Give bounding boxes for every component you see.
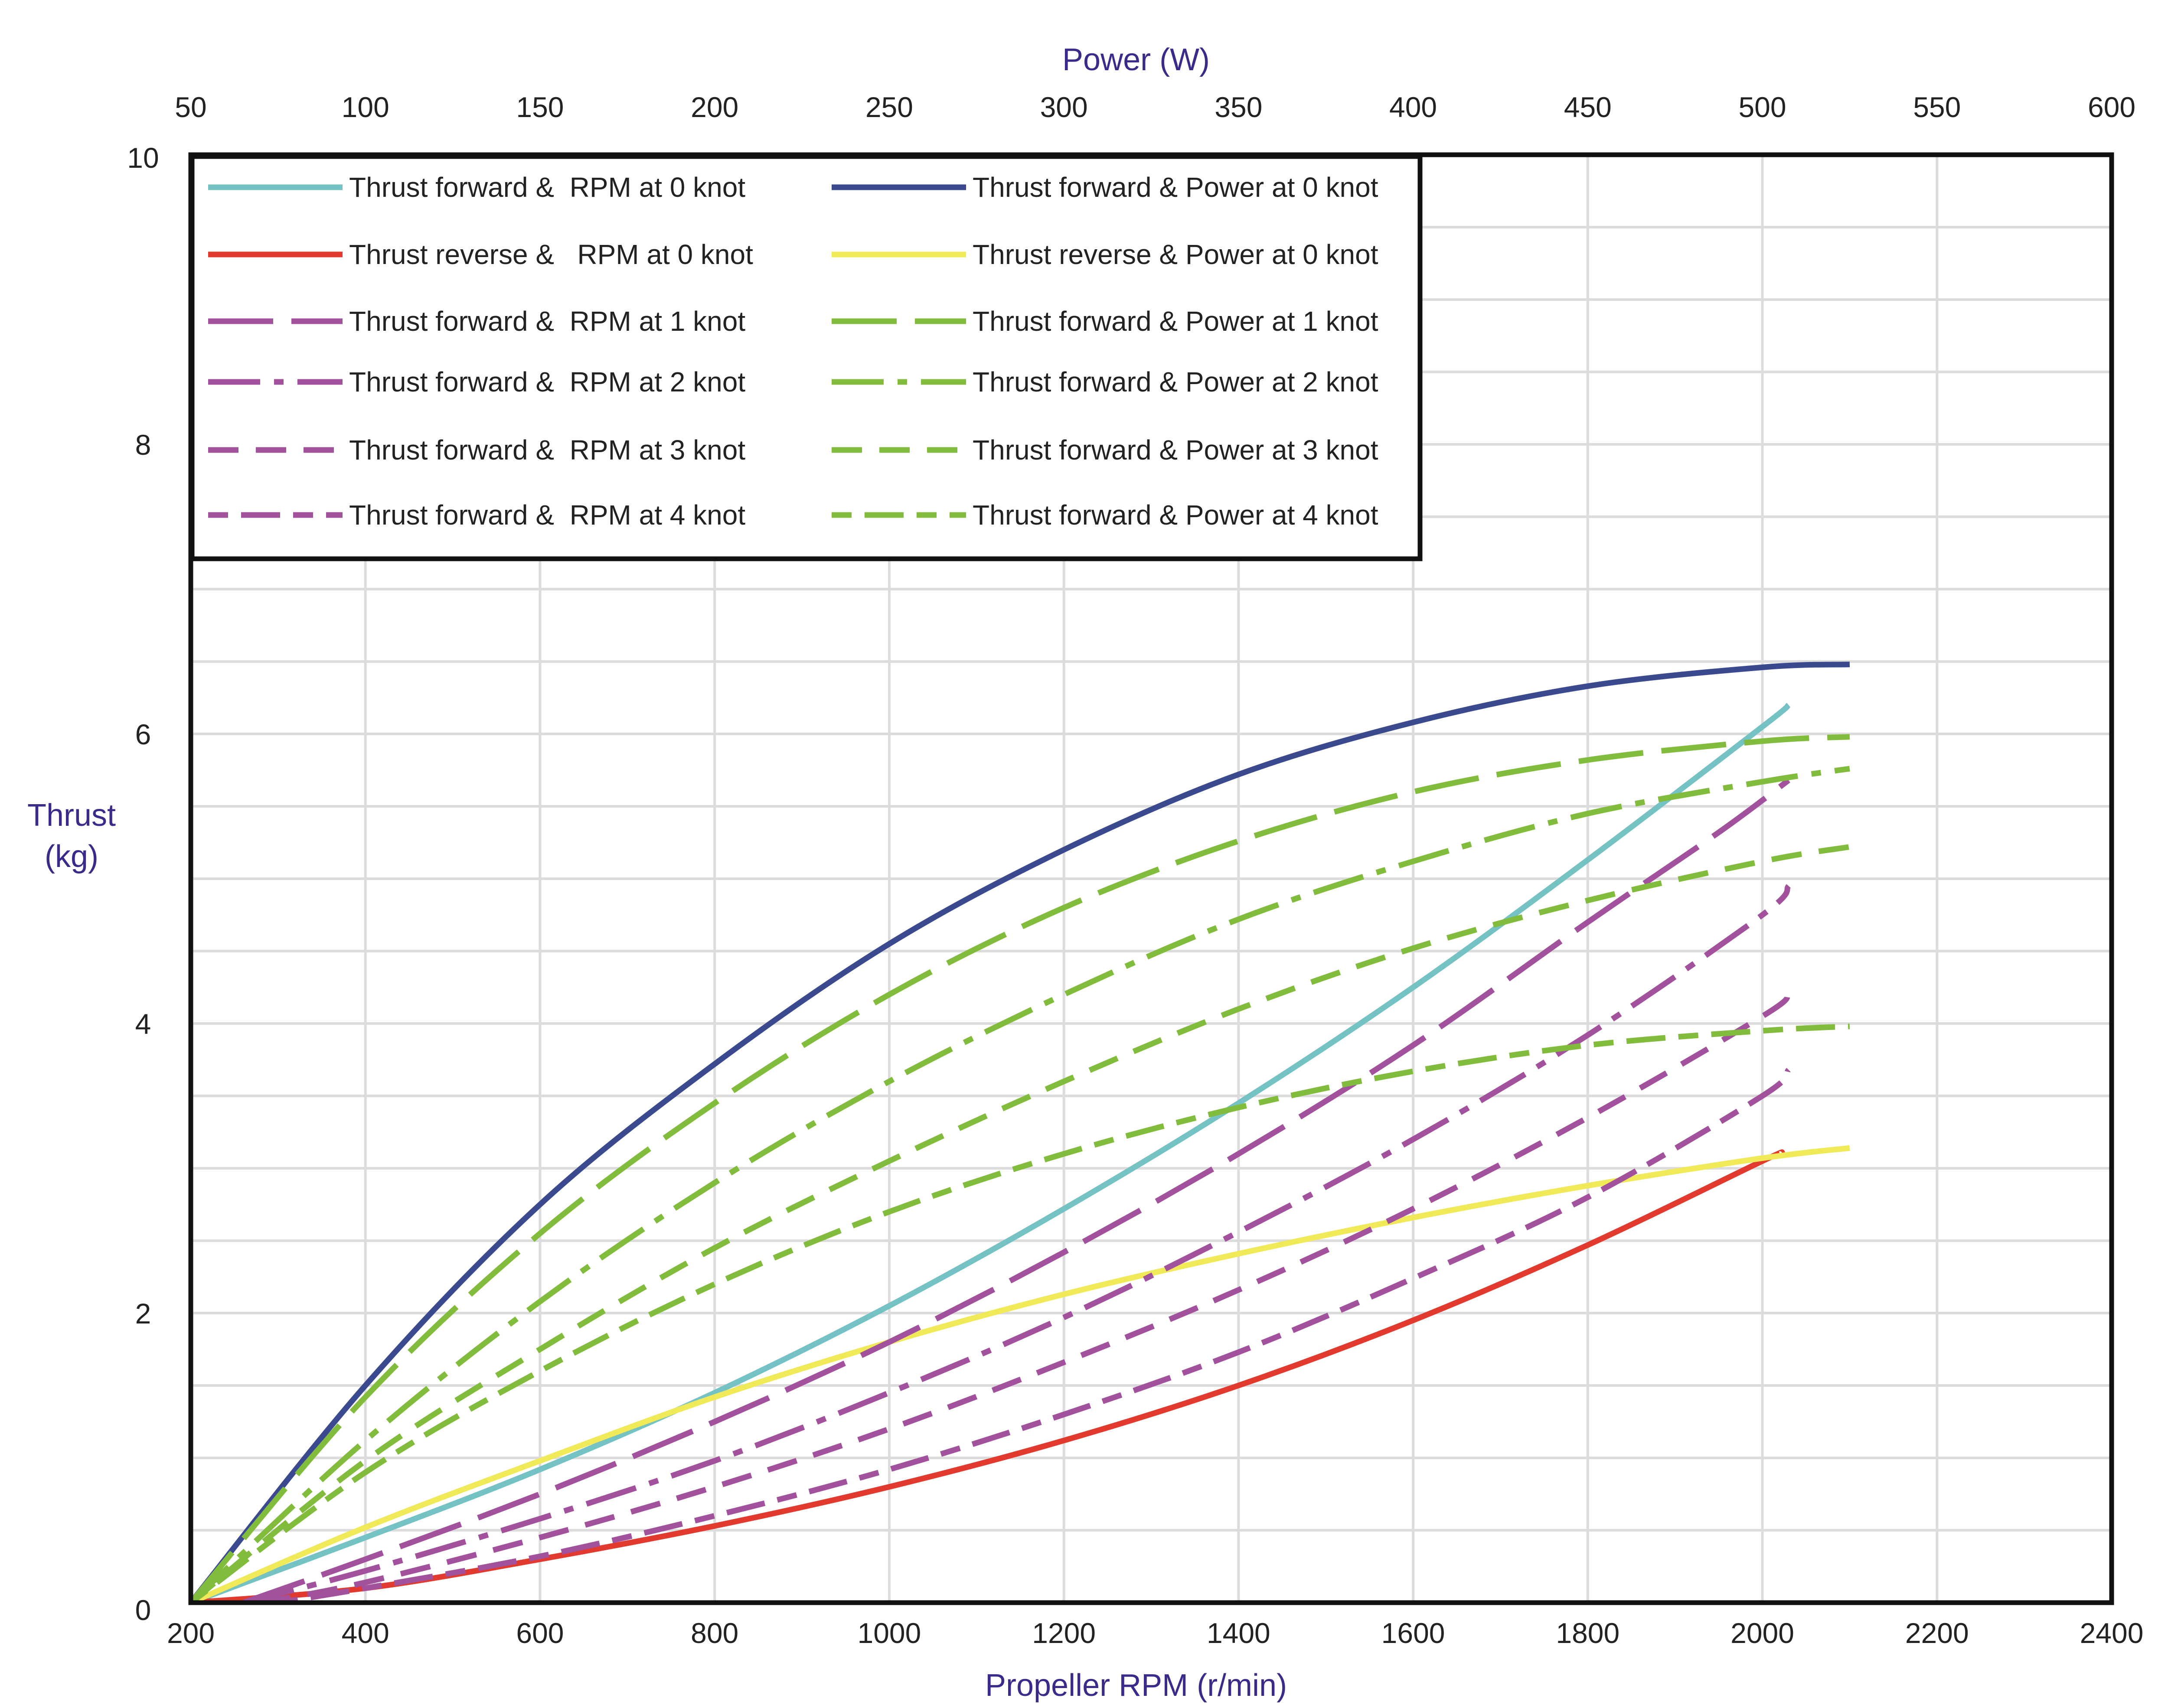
- series-line-9: [260, 992, 1791, 1603]
- legend-label: Thrust reverse & RPM at 0 knot: [349, 239, 753, 270]
- y-tick-label: 4: [135, 1008, 151, 1040]
- legend-label: Thrust forward & Power at 3 knot: [973, 434, 1378, 466]
- legend-label: Thrust forward & Power at 1 knot: [973, 306, 1378, 337]
- y-tick-label: 0: [135, 1594, 151, 1626]
- x-tick-label: 2200: [1905, 1617, 1969, 1649]
- series-line-3: [191, 1149, 1785, 1603]
- top-tick-label: 50: [175, 91, 206, 123]
- series-line-6: [191, 734, 1850, 1603]
- legend-label: Thrust forward & Power at 4 knot: [973, 499, 1378, 531]
- series-line-10: [191, 844, 1850, 1603]
- x-axis-ticks: 200 400 600 800 1000 1200 1400 1600 1800 2000 2200…: [167, 1617, 2143, 1649]
- x-tick-label: 800: [691, 1617, 738, 1649]
- top-tick-label: 200: [691, 91, 738, 123]
- top-tick-label: 600: [2088, 91, 2135, 123]
- x-axis-title: Propeller RPM (r/min): [985, 1668, 1287, 1703]
- legend: Thrust forward & RPM at 0 knot Thrust for…: [189, 154, 1423, 561]
- top-axis-title: Power (W): [1062, 42, 1210, 77]
- x-tick-label: 400: [342, 1617, 389, 1649]
- series-line-12: [191, 1023, 1850, 1603]
- legend-label: Thrust forward & RPM at 4 knot: [349, 499, 745, 531]
- x-tick-label: 1800: [1556, 1617, 1619, 1649]
- series-line-11: [278, 1068, 1791, 1603]
- x-tick-label: 1200: [1032, 1617, 1096, 1649]
- x-tick-label: 1400: [1207, 1617, 1270, 1649]
- x-tick-label: 1600: [1381, 1617, 1445, 1649]
- x-tick-label: 600: [516, 1617, 564, 1649]
- top-tick-label: 450: [1564, 91, 1612, 123]
- legend-label: Thrust forward & RPM at 0 knot: [349, 172, 745, 203]
- legend-label: Thrust forward & RPM at 2 knot: [349, 366, 745, 398]
- series-line-2: [191, 662, 1850, 1603]
- series-line-4: [191, 1145, 1850, 1603]
- y-tick-label: 8: [135, 429, 151, 461]
- y-tick-label: 10: [127, 142, 159, 174]
- legend-label: Thrust forward & RPM at 1 knot: [349, 306, 745, 337]
- x-tick-label: 2400: [2080, 1617, 2144, 1649]
- top-tick-label: 250: [865, 91, 913, 123]
- legend-label: Thrust forward & Power at 0 knot: [973, 172, 1378, 203]
- series-layer: [191, 662, 1850, 1603]
- x-tick-label: 2000: [1730, 1617, 1794, 1649]
- top-tick-label: 150: [516, 91, 564, 123]
- top-tick-label: 500: [1738, 91, 1786, 123]
- series-line-5: [242, 778, 1790, 1603]
- top-axis-ticks: 50 100 150 200 250 300 350 400 450 500 550 600: [175, 91, 2135, 123]
- top-tick-label: 400: [1389, 91, 1437, 123]
- x-tick-label: 200: [167, 1617, 215, 1649]
- series-line-8: [191, 766, 1850, 1603]
- legend-label: Thrust reverse & Power at 0 knot: [973, 239, 1378, 270]
- x-tick-label: 1000: [857, 1617, 921, 1649]
- y-axis-ticks: 0 2 4 6 8 10: [127, 142, 159, 1626]
- legend-box: [189, 154, 1423, 561]
- y-tick-label: 2: [135, 1297, 151, 1330]
- series-line-1: [191, 703, 1791, 1603]
- y-axis-title-line1: Thrust: [27, 798, 116, 833]
- top-tick-label: 300: [1040, 91, 1088, 123]
- top-tick-label: 550: [1913, 91, 1961, 123]
- y-axis-title-line2: (kg): [45, 839, 98, 874]
- legend-label: Thrust forward & RPM at 3 knot: [349, 434, 745, 466]
- y-tick-label: 6: [135, 718, 151, 750]
- legend-label: Thrust forward & Power at 2 knot: [973, 366, 1378, 398]
- top-tick-label: 100: [342, 91, 389, 123]
- series-line-7: [242, 884, 1791, 1603]
- top-tick-label: 350: [1215, 91, 1262, 123]
